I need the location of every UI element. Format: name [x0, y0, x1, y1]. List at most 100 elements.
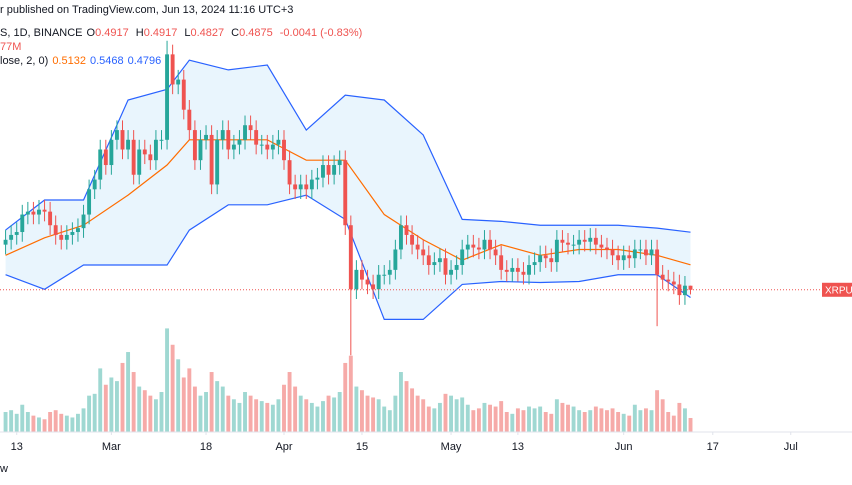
volume-bar [259, 401, 264, 432]
volume-bar [176, 359, 181, 432]
volume-bar [53, 410, 58, 432]
x-tick-label: 13 [11, 441, 23, 453]
volume-bar [471, 410, 476, 432]
candle-body [621, 255, 626, 261]
volume-bar [282, 384, 286, 432]
volume-bar [14, 413, 19, 432]
volume-bar [510, 413, 515, 432]
volume-bar [476, 408, 481, 432]
candle-body [610, 249, 615, 256]
candle-body [114, 130, 119, 140]
candle-body [543, 255, 548, 259]
candle-body [677, 284, 682, 296]
volume-bar [192, 386, 197, 432]
band-fill [5, 60, 691, 320]
volume-bar [254, 399, 259, 432]
candle-body [120, 130, 125, 150]
ohlc-item: L0.4827 [184, 27, 224, 39]
volume-bar [315, 406, 320, 432]
candle-body [632, 249, 637, 259]
candle-body [192, 130, 197, 161]
volume-bar [393, 395, 398, 432]
volume-bar [276, 399, 281, 432]
candle-body [476, 247, 481, 250]
volume-bar [354, 386, 359, 432]
volume-bar [220, 386, 225, 432]
volume-bar [660, 399, 665, 432]
volume-bar [198, 395, 203, 432]
volume-bar [371, 397, 376, 432]
candle-body [98, 149, 103, 180]
volume-bar [382, 406, 387, 432]
ohlc-item: C0.4875 [231, 27, 273, 39]
volume-bar [465, 404, 470, 432]
volume-bar [287, 372, 292, 432]
volume-bar [48, 412, 53, 432]
volume-bar [538, 406, 543, 432]
volume-bar [666, 412, 671, 432]
ohlc-label: H [135, 27, 144, 39]
candle-body [326, 165, 331, 175]
x-tick-label: May [441, 441, 462, 453]
candle-body [521, 271, 526, 275]
candle-body [566, 242, 570, 245]
candle-body [515, 267, 520, 272]
candle-body [148, 154, 153, 161]
ohlc-value: 0.4827 [190, 27, 225, 39]
volume-bar [521, 410, 526, 432]
candle-body [666, 279, 671, 282]
candle-body [354, 269, 359, 290]
volume-bar [348, 355, 353, 432]
candle-body [48, 211, 53, 226]
candle-body [237, 139, 242, 145]
candle-body [593, 237, 598, 245]
candle-body [488, 239, 492, 250]
candle-body [181, 79, 186, 110]
volume-bar [493, 406, 498, 432]
candle-body [165, 54, 170, 140]
x-tick-label: 13 [512, 441, 524, 453]
candle-body [360, 269, 364, 280]
candle-body [109, 139, 114, 166]
volume-bar [298, 395, 303, 432]
volume-bar [566, 404, 570, 432]
candle-body [504, 269, 509, 272]
volume-bar [103, 384, 108, 432]
volume-bar [64, 415, 69, 432]
volume-bar [237, 402, 242, 432]
ohlc-item: O0.4917 [87, 27, 129, 39]
volume-bar [621, 413, 626, 432]
change: -0.0041 (-0.83%) [279, 27, 363, 39]
volume-bar [309, 402, 314, 432]
candle-body [499, 255, 504, 270]
candle-body [660, 274, 665, 280]
candle-body [254, 130, 259, 145]
candle-body [398, 225, 403, 250]
candle-body [248, 125, 253, 131]
volume-bar [120, 362, 125, 432]
candle-body [382, 274, 387, 276]
candle-body [243, 125, 247, 140]
candle-body [337, 160, 342, 166]
candle-body [549, 258, 554, 263]
volume-bar [137, 386, 142, 432]
candle-body [276, 139, 281, 145]
volume-bar [632, 404, 637, 432]
volume-bar [37, 417, 41, 432]
ohlc-item: H0.4917 [136, 27, 178, 39]
candle-body [298, 184, 303, 190]
volume-bar [243, 392, 247, 432]
candle-body [198, 139, 203, 161]
candle-body [92, 179, 97, 190]
candle-body [226, 130, 231, 150]
candle-body [131, 139, 136, 175]
candle-body [204, 134, 208, 140]
candle-body [153, 139, 158, 161]
candle-body [582, 239, 587, 242]
volume-bar [426, 406, 431, 432]
volume-bar [25, 412, 30, 432]
volume-bar [76, 413, 80, 432]
ohlc-value: 0.4875 [239, 27, 273, 39]
volume-bar [677, 402, 682, 432]
candle-body [371, 284, 376, 290]
